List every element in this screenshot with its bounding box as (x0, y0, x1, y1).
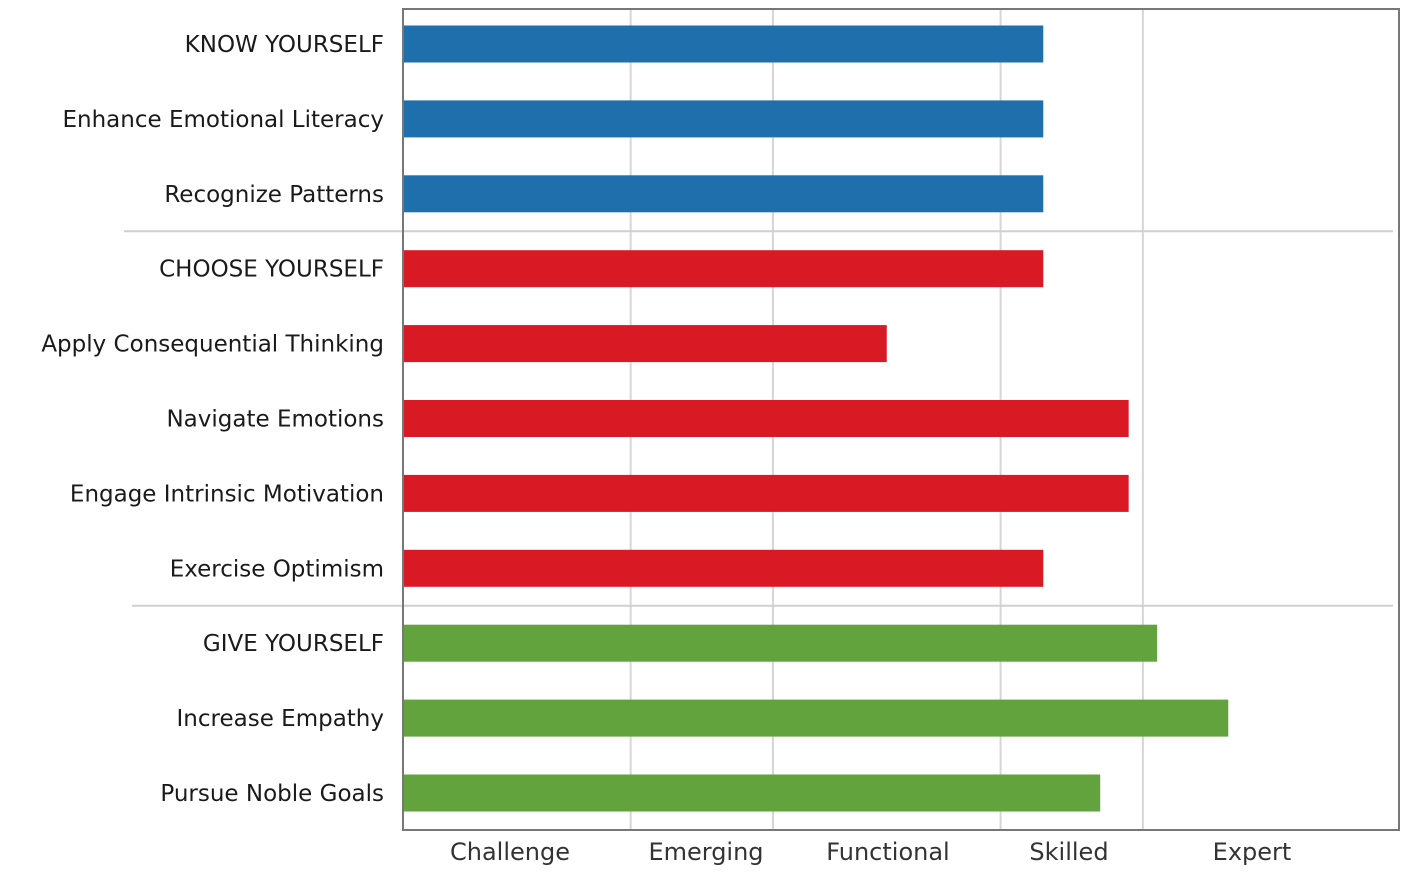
bar-give (403, 624, 1158, 662)
category-label: Navigate Emotions (166, 407, 384, 433)
category-labels: KNOW YOURSELF Enhance Emotional Literacy R… (41, 32, 384, 807)
bar-choose (403, 474, 1129, 512)
x-tick-label: Emerging (648, 838, 763, 866)
bar-choose (403, 325, 887, 363)
category-label: GIVE YOURSELF (203, 631, 384, 657)
x-tick-label: Challenge (450, 838, 570, 866)
bar-give (403, 774, 1101, 812)
x-tick-label: Skilled (1029, 838, 1108, 866)
category-label: Increase Empathy (177, 706, 384, 732)
category-label: CHOOSE YOURSELF (159, 257, 384, 283)
bar-know (403, 25, 1044, 63)
x-tick-label: Functional (826, 838, 949, 866)
category-label: Pursue Noble Goals (160, 781, 384, 807)
category-label: Engage Intrinsic Motivation (70, 481, 384, 507)
bars (403, 25, 1229, 812)
category-label: Enhance Emotional Literacy (62, 107, 384, 133)
category-label: Recognize Patterns (164, 182, 384, 208)
category-label: Apply Consequential Thinking (41, 332, 384, 358)
bar-choose (403, 400, 1129, 437)
category-label: Exercise Optimism (170, 556, 384, 582)
plot-frame (402, 8, 1400, 831)
category-label: KNOW YOURSELF (185, 32, 384, 58)
bar-give (403, 699, 1229, 737)
bar-choose (403, 250, 1044, 288)
bar-know (403, 100, 1044, 138)
bar-know (403, 175, 1044, 213)
bar-choose (403, 549, 1044, 587)
x-tick-labels: Challenge Emerging Functional Skilled Expert (450, 838, 1291, 866)
x-tick-label: Expert (1213, 838, 1292, 866)
